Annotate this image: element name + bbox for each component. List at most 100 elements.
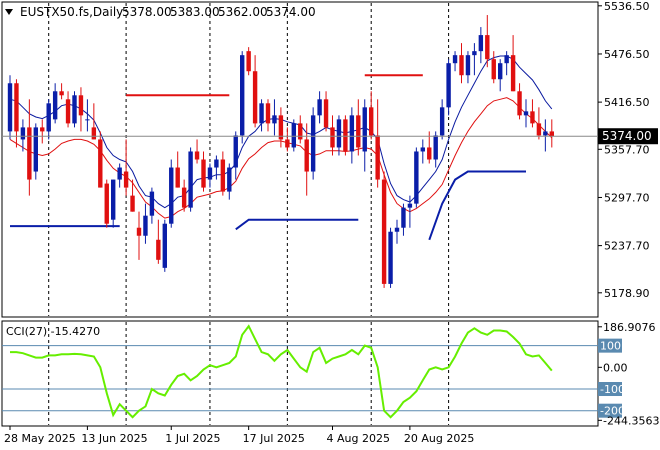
candle-body [98, 139, 103, 188]
cci-line [10, 324, 553, 419]
candle [259, 99, 264, 132]
candles [7, 15, 554, 288]
candle-body [7, 83, 13, 132]
candle-body [104, 183, 109, 224]
candle [181, 179, 187, 212]
candle-body [272, 115, 277, 124]
candle-body [517, 91, 522, 116]
candle-body [46, 103, 51, 132]
candle [130, 179, 135, 212]
candle-body [336, 119, 342, 148]
candle-body [498, 63, 503, 80]
candle-body [459, 55, 464, 76]
candle-body [446, 63, 451, 108]
candle-body [214, 159, 219, 168]
price-tick-label: 5178.90 [604, 287, 650, 300]
candle [472, 43, 477, 76]
price-tick-label: 5357.70 [604, 143, 650, 156]
candle [427, 131, 432, 164]
horizontal-lines [10, 74, 526, 241]
candle [52, 83, 58, 124]
candle [543, 119, 548, 152]
candle [175, 151, 180, 188]
cci-tick-label: 186.9076 [603, 321, 656, 334]
candle-body [156, 239, 161, 260]
candle [452, 51, 458, 72]
candle-body [298, 123, 303, 140]
candle-body [356, 115, 361, 148]
candle-body [407, 203, 413, 208]
candle [240, 51, 245, 144]
candle-body [427, 147, 432, 160]
candle-body [504, 55, 509, 64]
candle-body [259, 103, 264, 124]
candle-body [123, 171, 129, 188]
ohlc-close: 5374.00 [266, 5, 316, 19]
candle-body [549, 131, 554, 137]
cci-axis: 186.9076 100 0.00 -100 -200-244.3563 [598, 321, 659, 427]
candle-body [27, 127, 32, 180]
date-tick-label: 13 Jun 2025 [81, 432, 147, 445]
candle [20, 119, 26, 152]
candle-body [330, 127, 335, 148]
candle [549, 119, 554, 148]
candle-body [194, 151, 200, 160]
candle-body [220, 159, 226, 192]
candle [91, 103, 97, 140]
candle [194, 139, 200, 164]
price-tick-label: 5476.50 [604, 48, 650, 61]
candle [523, 99, 529, 128]
candle [330, 115, 335, 156]
price-panel-frame [1, 1, 599, 318]
candle-body [20, 127, 26, 140]
last-price-label: 5374.00 [602, 129, 652, 143]
candle-body [394, 227, 400, 232]
last-price-marker: 5374.00 [2, 128, 658, 145]
candle [375, 99, 380, 188]
candle [98, 131, 103, 188]
candle [439, 99, 445, 140]
cci-tick-label: 0.00 [603, 361, 628, 374]
cci-levels [2, 345, 598, 412]
candle-body [111, 179, 116, 220]
candle-body [420, 147, 425, 152]
candle [207, 163, 213, 188]
candle-body [72, 95, 77, 124]
candle [323, 91, 329, 132]
candle-body [401, 207, 406, 228]
candle [246, 47, 251, 76]
date-tick-label: 20 Aug 2025 [404, 432, 474, 445]
candle [369, 91, 374, 140]
date-axis: 28 May 2025 13 Jun 2025 1 Jul 2025 17 Jul 2… [4, 426, 474, 445]
candle-body [523, 111, 529, 116]
candle-body [265, 103, 271, 124]
candle-body [452, 55, 458, 64]
candle [272, 99, 277, 136]
candle [188, 147, 193, 212]
candle [394, 219, 400, 244]
cci-level-box [598, 382, 622, 397]
candle [162, 219, 167, 272]
ohlc-high: 5383.00 [170, 5, 220, 19]
candle [104, 179, 109, 228]
candle [356, 99, 361, 156]
candle [72, 91, 77, 128]
candle [233, 131, 238, 180]
candle [381, 171, 387, 288]
candle [201, 151, 206, 192]
candle [169, 159, 174, 228]
candle [343, 115, 348, 156]
candle-body [130, 195, 135, 212]
candle [491, 51, 496, 84]
candle-body [136, 227, 142, 236]
candle [117, 163, 122, 188]
candle-body [472, 51, 477, 56]
candle-body [388, 231, 393, 284]
candle-body [240, 55, 245, 136]
candle-body [59, 91, 64, 96]
candle-body [188, 151, 193, 208]
cci-vertical-grid [48, 322, 450, 425]
candle [285, 127, 290, 152]
price-axis: 5536.50 5476.50 5416.50 5357.70 5297.70 5237.… [598, 0, 650, 300]
candle [40, 119, 45, 144]
